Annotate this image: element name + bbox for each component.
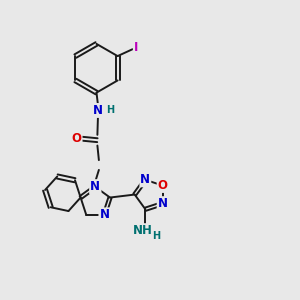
Text: H: H xyxy=(106,106,115,116)
Text: N: N xyxy=(99,208,110,221)
Text: N: N xyxy=(90,180,100,194)
Text: O: O xyxy=(158,179,168,192)
Text: I: I xyxy=(134,41,138,54)
Text: H: H xyxy=(153,231,161,241)
Text: N: N xyxy=(93,104,103,117)
Text: N: N xyxy=(140,173,150,186)
Text: NH: NH xyxy=(133,224,153,237)
Text: N: N xyxy=(158,197,168,210)
Text: O: O xyxy=(72,132,82,145)
Text: N: N xyxy=(90,180,100,194)
